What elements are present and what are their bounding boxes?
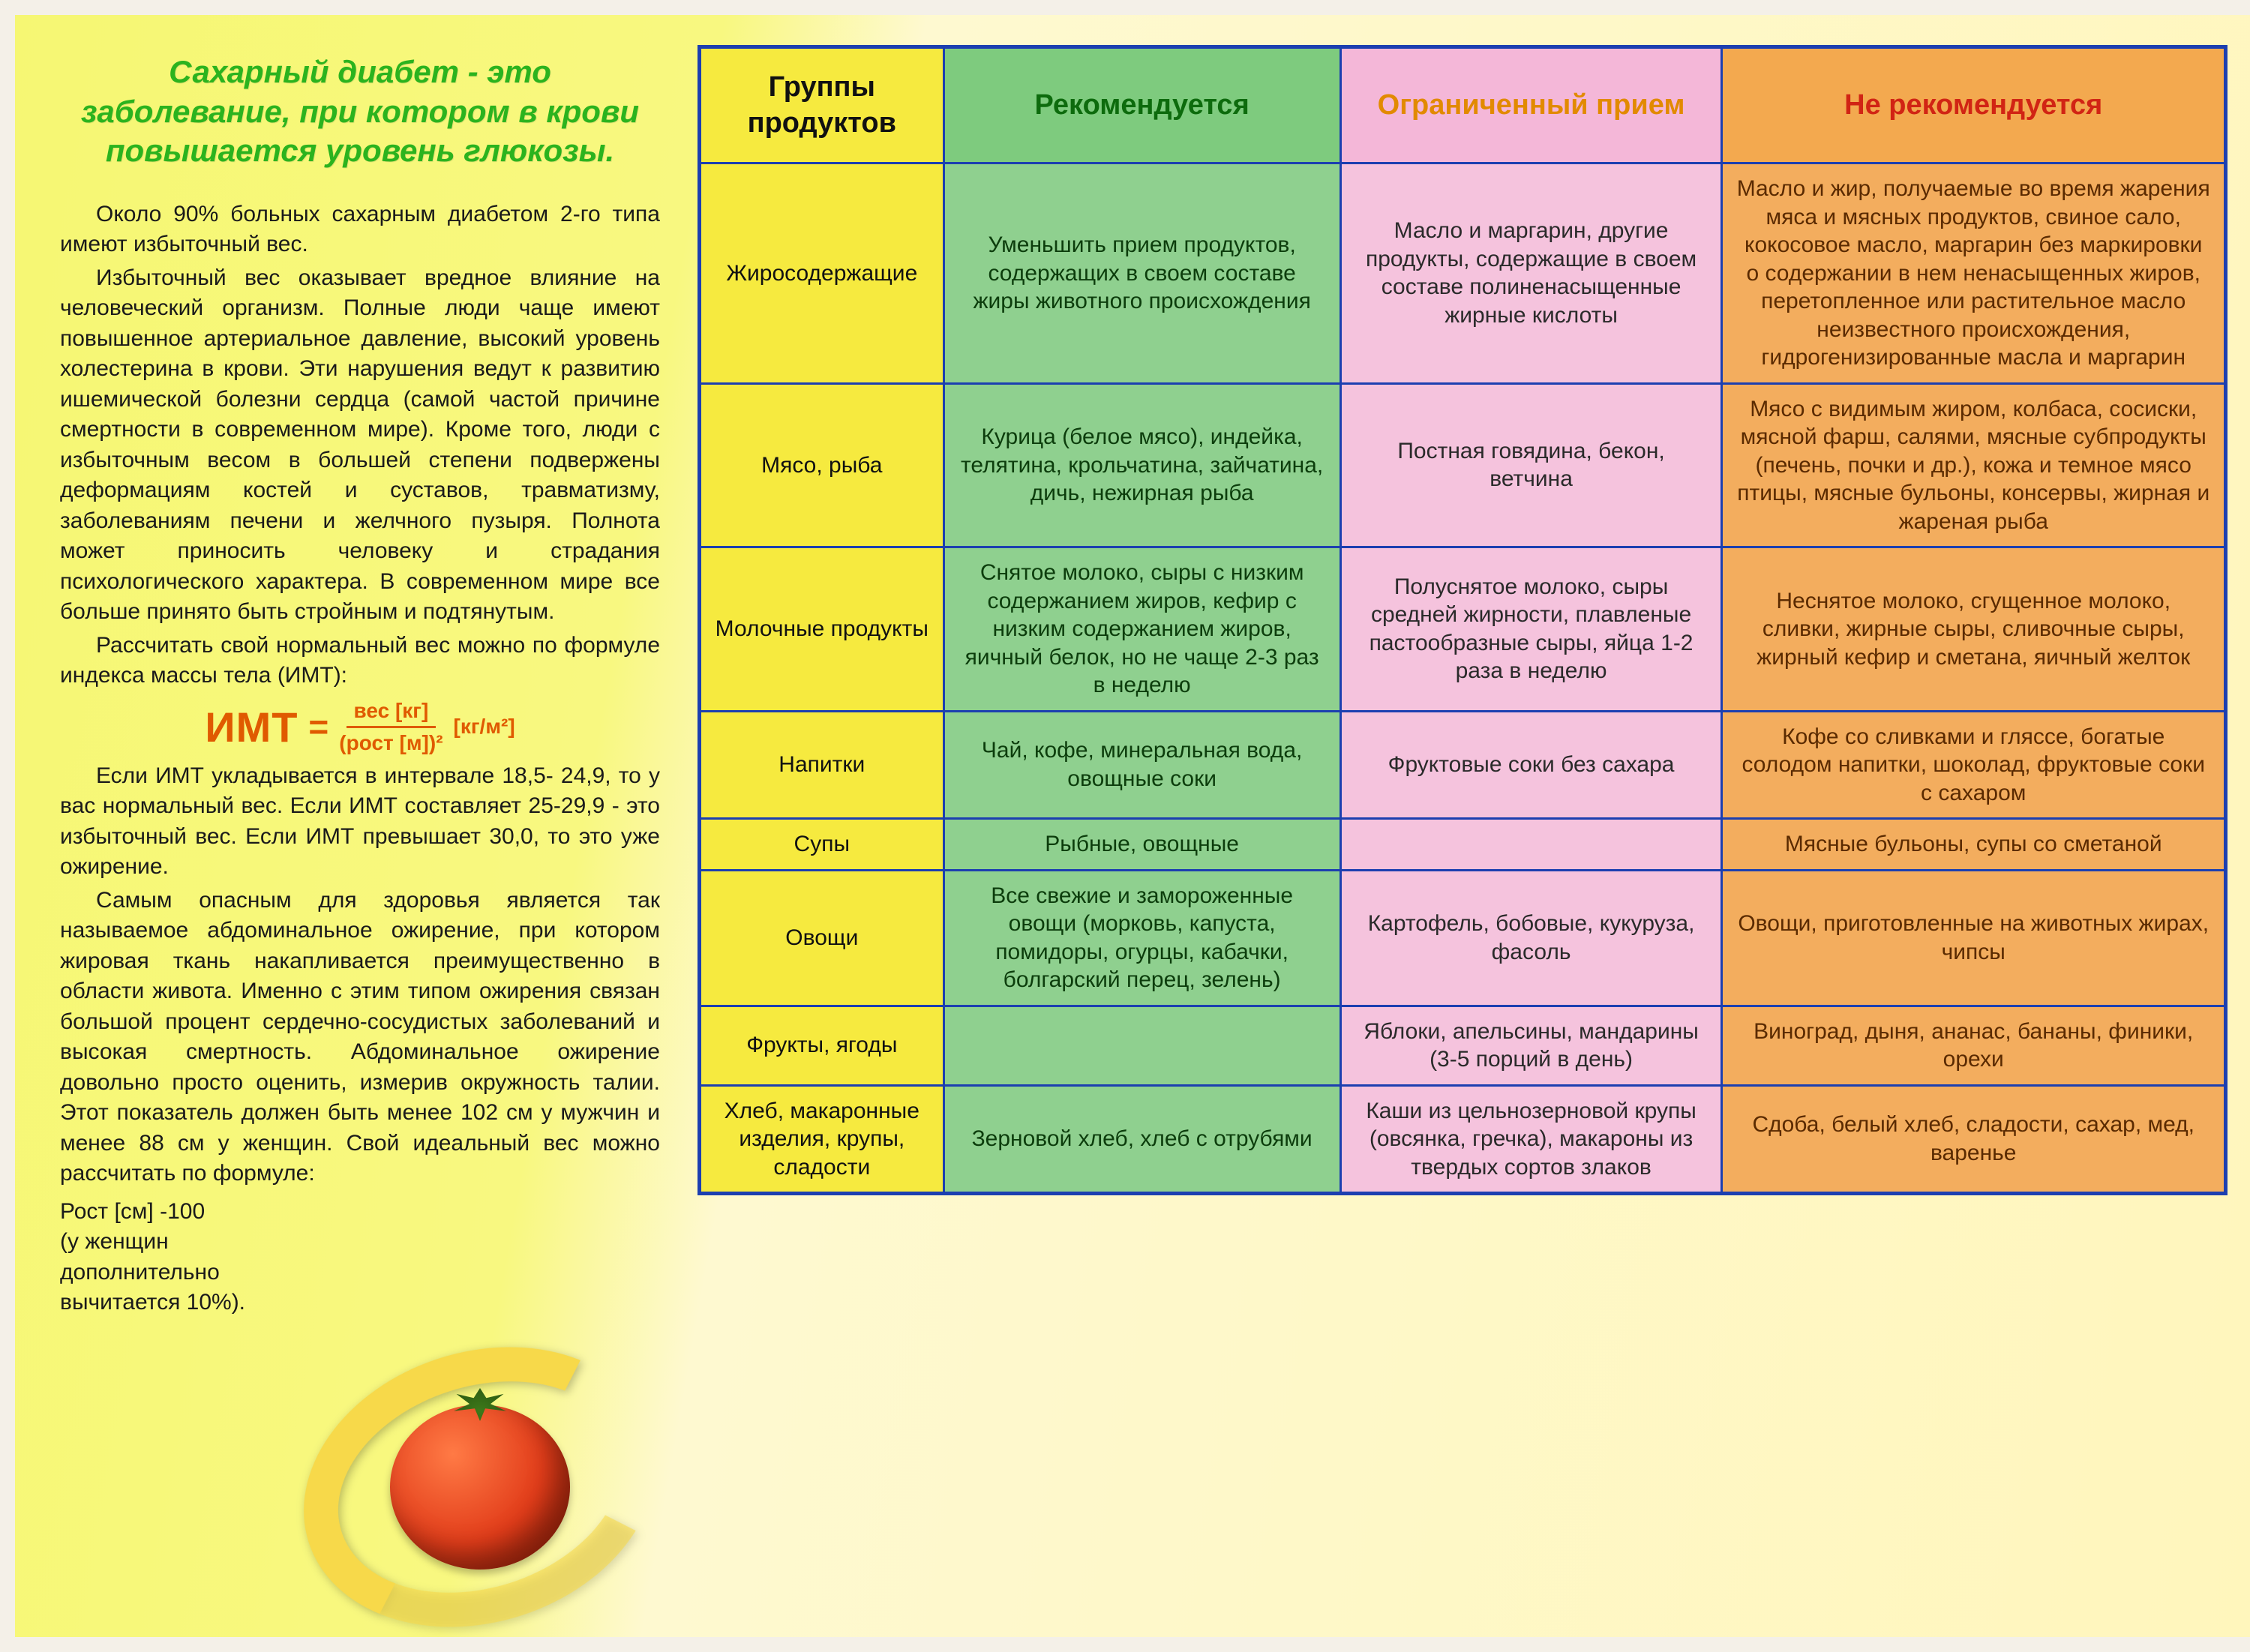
cell-limited: Картофель, бобовые, кукуруза, фасоль	[1340, 870, 1722, 1006]
formula-fraction: вес [кг] (рост [м])²	[339, 699, 442, 755]
paragraph-4: Если ИМТ укладывается в интервале 18,5- …	[60, 761, 660, 883]
paragraph-1: Около 90% больных сахарным диабетом 2-го…	[60, 199, 660, 260]
formula-numerator: вес [кг]	[346, 699, 436, 728]
right-column: Группы продуктов Рекомендуется Ограничен…	[690, 15, 2250, 1637]
cell-not-recommended: Сдоба, белый хлеб, сладости, сахар, мед,…	[1722, 1085, 2226, 1194]
table-row: СупыРыбные, овощные Мясные бульоны, супы …	[700, 819, 2226, 871]
cell-recommended: Зерновой хлеб, хлеб с отрубями	[944, 1085, 1340, 1194]
cell-not-recommended: Масло и жир, получаемые во время жарения…	[1722, 163, 2226, 384]
table-row: Фрукты, ягоды Яблоки, апельсины, мандарин…	[700, 1006, 2226, 1085]
cell-group: Жиросодержащие	[700, 163, 944, 384]
header-groups: Группы продуктов	[700, 47, 944, 163]
cell-limited: Постная говядина, бекон, ветчина	[1340, 383, 1722, 547]
table-row: НапиткиЧай, кофе, минеральная вода, овощ…	[700, 711, 2226, 819]
cell-recommended: Курица (белое мясо), индейка, телятина, …	[944, 383, 1340, 547]
cell-group: Хлеб, макаронные изделия, крупы, сладост…	[700, 1085, 944, 1194]
table-body: ЖиросодержащиеУменьшить прием продуктов,…	[700, 163, 2226, 1194]
header-not-recommended: Не рекомендуется	[1722, 47, 2226, 163]
cell-not-recommended: Виноград, дыня, ананас, бананы, финики, …	[1722, 1006, 2226, 1085]
table-row: ОвощиВсе свежие и замороженные овощи (мо…	[700, 870, 2226, 1006]
cell-limited: Яблоки, апельсины, мандарины (3-5 порций…	[1340, 1006, 1722, 1085]
cell-group: Напитки	[700, 711, 944, 819]
cell-limited: Полуснятое молоко, сыры средней жирности…	[1340, 547, 1722, 712]
cell-not-recommended: Мясо с видимым жиром, колбаса, сосиски, …	[1722, 383, 2226, 547]
equals-sign: =	[308, 706, 328, 747]
cell-recommended	[944, 1006, 1340, 1085]
table-row: Молочные продуктыСнятое молоко, сыры с н…	[700, 547, 2226, 712]
tomato-icon	[390, 1405, 570, 1570]
cell-not-recommended: Кофе со сливками и гляссе, богатые солод…	[1722, 711, 2226, 819]
cell-group: Овощи	[700, 870, 944, 1006]
table-header-row: Группы продуктов Рекомендуется Ограничен…	[700, 47, 2226, 163]
paragraph-5: Самым опасным для здоровья является так …	[60, 886, 660, 1189]
header-limited: Ограниченный прием	[1340, 47, 1722, 163]
cell-not-recommended: Мясные бульоны, супы со сметаной	[1722, 819, 2226, 871]
left-column: Сахарный диабет - это заболевание, при к…	[15, 15, 690, 1637]
cell-limited	[1340, 819, 1722, 871]
cell-not-recommended: Неснятое молоко, сгущенное молоко, сливк…	[1722, 547, 2226, 712]
cell-not-recommended: Овощи, приготовленные на животных жирах,…	[1722, 870, 2226, 1006]
ideal-weight-footnote: Рост [см] -100 (у женщин дополнительно в…	[60, 1197, 660, 1318]
page-title: Сахарный диабет - это заболевание, при к…	[60, 52, 660, 171]
header-recommended: Рекомендуется	[944, 47, 1340, 163]
table-row: Хлеб, макаронные изделия, крупы, сладост…	[700, 1085, 2226, 1194]
food-groups-table: Группы продуктов Рекомендуется Ограничен…	[698, 45, 2228, 1195]
table-row: ЖиросодержащиеУменьшить прием продуктов,…	[700, 163, 2226, 384]
cell-group: Мясо, рыба	[700, 383, 944, 547]
cell-group: Супы	[700, 819, 944, 871]
formula-label: ИМТ	[205, 703, 298, 751]
bmi-formula: ИМТ = вес [кг] (рост [м])² [кг/м²]	[60, 699, 660, 755]
paragraph-2: Избыточный вес оказывает вредное влияние…	[60, 263, 660, 628]
cell-recommended: Снятое молоко, сыры с низким содержанием…	[944, 547, 1340, 712]
paragraph-3: Рассчитать свой нормальный вес можно по …	[60, 631, 660, 691]
cell-recommended: Чай, кофе, минеральная вода, овощные сок…	[944, 711, 1340, 819]
cell-limited: Каши из цельнозерновой крупы (овсянка, г…	[1340, 1085, 1722, 1194]
formula-denominator: (рост [м])²	[339, 728, 442, 755]
cell-recommended: Все свежие и замороженные овощи (морковь…	[944, 870, 1340, 1006]
cell-group: Молочные продукты	[700, 547, 944, 712]
table-row: Мясо, рыбаКурица (белое мясо), индейка, …	[700, 383, 2226, 547]
cell-recommended: Уменьшить прием продуктов, содержащих в …	[944, 163, 1340, 384]
cell-group: Фрукты, ягоды	[700, 1006, 944, 1085]
formula-unit: [кг/м²]	[454, 715, 515, 739]
cell-limited: Фруктовые соки без сахара	[1340, 711, 1722, 819]
tomato-tape-illustration	[300, 1352, 660, 1622]
brochure-page: Сахарный диабет - это заболевание, при к…	[15, 15, 2250, 1637]
cell-limited: Масло и маргарин, другие продукты, содер…	[1340, 163, 1722, 384]
cell-recommended: Рыбные, овощные	[944, 819, 1340, 871]
